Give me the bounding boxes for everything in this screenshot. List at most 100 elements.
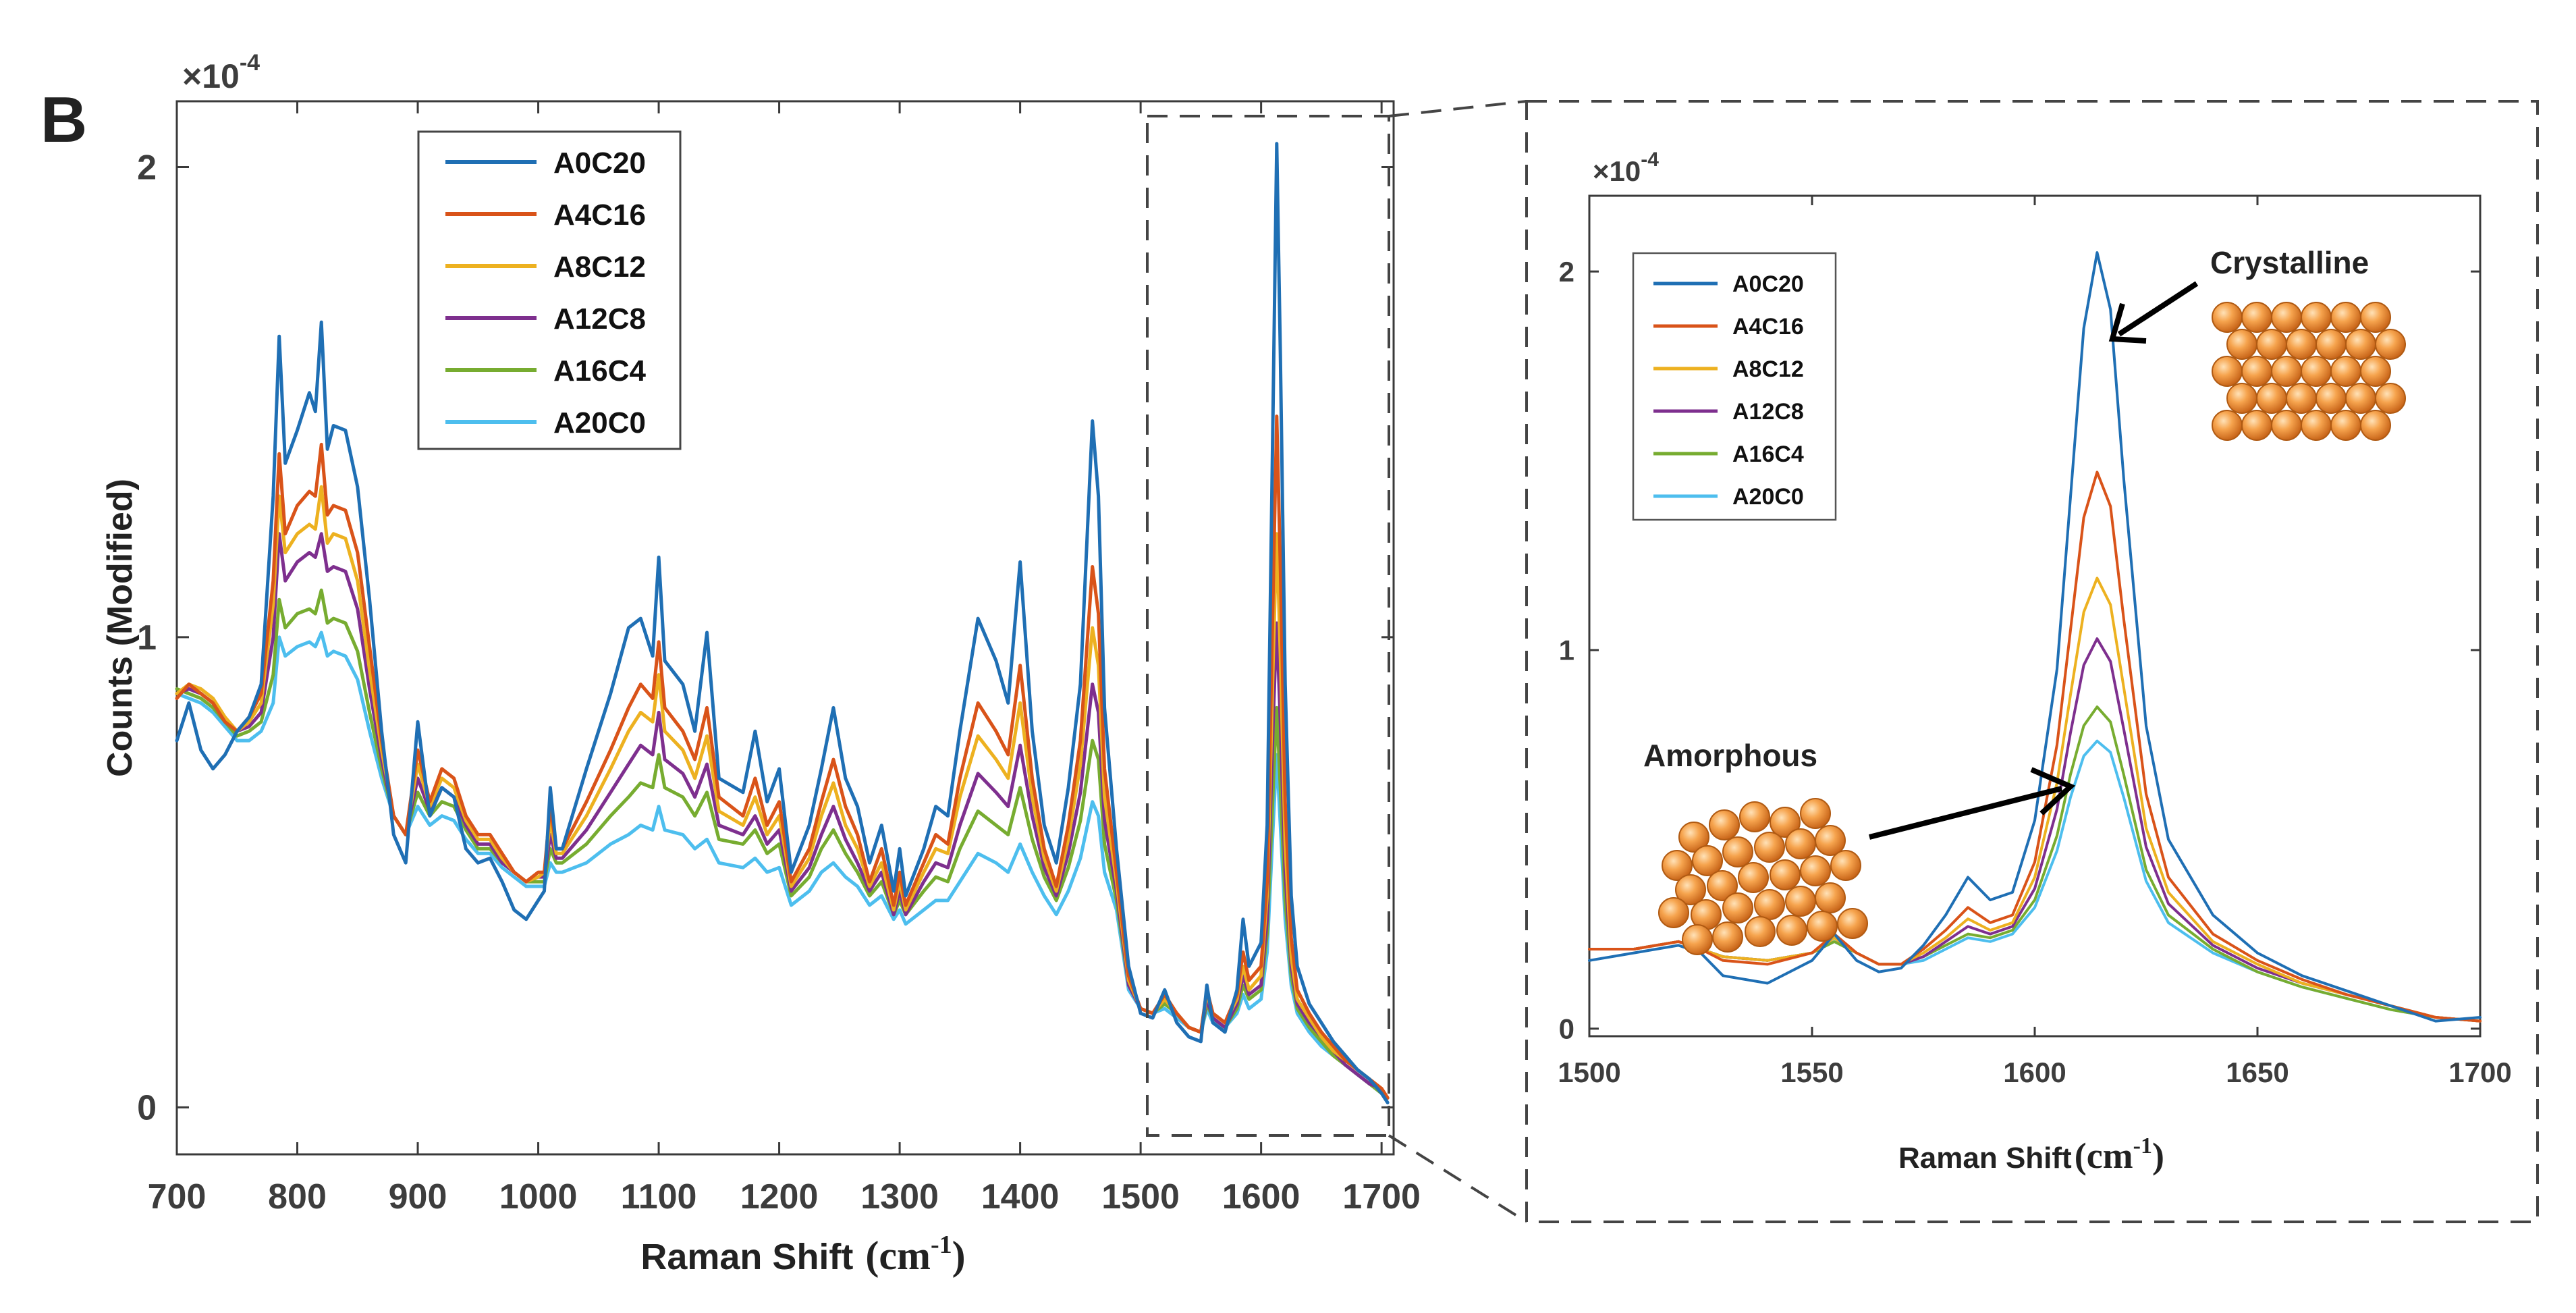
inset-chart: ×10-4 1500 1550 1600 1650 1700 0 1 2 Raman Shif…	[1525, 100, 2539, 1223]
amorphous-atom	[1662, 850, 1693, 881]
amorphous-atom	[1707, 870, 1738, 901]
amorphous-atom	[1800, 798, 1831, 829]
x-tick-label: 1400	[981, 1177, 1060, 1216]
x-tick-label: 800	[268, 1177, 327, 1216]
amorphous-atom	[1722, 892, 1753, 923]
inset-legend-box	[1632, 252, 1837, 521]
legend-label-a20c0: A20C0	[1732, 484, 1804, 510]
x-tick-label: 1000	[499, 1177, 578, 1216]
main-plot-area	[175, 100, 1395, 1156]
amorphous-atom	[1754, 832, 1785, 863]
amorphous-structure-illustration	[1658, 798, 1868, 955]
amorphous-atom	[1785, 828, 1816, 859]
x-tick-label: 1700	[2448, 1056, 2511, 1088]
legend-label-a4c16: A4C16	[553, 198, 646, 232]
amorphous-atom	[1830, 850, 1861, 881]
amorphous-atom	[1807, 911, 1838, 942]
legend-label-a8c12: A8C12	[1732, 356, 1804, 382]
crystal-atom	[2271, 302, 2302, 333]
legend-label-a8c12: A8C12	[553, 250, 646, 284]
amorphous-atom	[1815, 825, 1846, 856]
x-tick-label: 1650	[2226, 1056, 2289, 1088]
main-x-axis-label: Raman Shift (cm-1)	[640, 1231, 965, 1278]
inset-frame	[1525, 100, 2539, 1223]
x-tick-label: 900	[389, 1177, 447, 1216]
amorphous-atom	[1658, 897, 1689, 928]
crystal-atom	[2286, 383, 2317, 414]
crystalline-arrow	[2108, 281, 2199, 344]
zoom-connector-bottom	[1388, 1134, 1528, 1223]
main-y-multiplier: ×10-4	[182, 50, 260, 95]
y-tick-label: 1	[137, 618, 157, 658]
crystal-atom	[2330, 356, 2361, 387]
inset-legend: A0C20 A4C16 A8C12 A12C8 A16C4 A20C0	[1632, 252, 1837, 521]
crystal-atom	[2212, 302, 2243, 333]
crystalline-label: Crystalline	[2210, 245, 2369, 280]
legend-label-a0c20: A0C20	[1732, 271, 1804, 297]
amorphous-atom	[1709, 809, 1740, 840]
inset-tick-labels: 1500 1550 1600 1650 1700 0 1 2	[1558, 256, 2511, 1088]
crystal-atom	[2241, 356, 2272, 387]
legend-label-a20c0: A20C0	[553, 406, 646, 439]
crystal-atom	[2241, 410, 2272, 441]
inset-y-multiplier: ×10-4	[1593, 149, 1659, 187]
series-line-a0c20	[175, 142, 1390, 1104]
series-line-a20c0	[175, 631, 1390, 1100]
series-line-a12c8	[175, 532, 1390, 1100]
crystal-atom	[2286, 329, 2317, 360]
amorphous-atom	[1678, 822, 1709, 853]
amorphous-atom	[1722, 836, 1753, 867]
amorphous-atom	[1770, 859, 1801, 890]
inset-x-axis-label: Raman Shift(cm-1)	[1898, 1133, 2164, 1176]
main-legend: A0C20 A4C16 A8C12 A12C8 A16C4 A20C0	[417, 130, 682, 450]
x-tick-label: 1500	[1101, 1177, 1180, 1216]
crystal-atom	[2301, 356, 2332, 387]
amorphous-atom	[1712, 921, 1743, 953]
series-line-a16c4	[175, 588, 1390, 1100]
crystal-atom	[2375, 329, 2406, 360]
amorphous-atom	[1776, 915, 1807, 946]
y-tick-label: 1	[1559, 635, 1574, 666]
amorphous-atom	[1745, 916, 1776, 947]
amorphous-atom	[1692, 845, 1723, 876]
crystal-atom	[2330, 302, 2361, 333]
y-tick-label: 2	[1559, 256, 1574, 288]
amorphous-atom	[1837, 908, 1868, 939]
crystalline-lattice-illustration	[2212, 302, 2406, 441]
main-legend-box	[417, 130, 682, 450]
crystal-atom	[2315, 329, 2347, 360]
amorphous-atom	[1675, 874, 1706, 905]
crystal-atom	[2226, 329, 2257, 360]
crystal-atom	[2360, 356, 2391, 387]
x-tick-label: 700	[148, 1177, 207, 1216]
x-tick-label: 1700	[1342, 1177, 1421, 1216]
zoom-region-box	[1146, 115, 1390, 1137]
amorphous-atom	[1738, 862, 1769, 893]
legend-label-a4c16: A4C16	[1732, 314, 1804, 340]
main-tick-labels: 700 800 900 1000 1100 1200 1300 1400 1500 1600 170…	[137, 149, 1421, 1216]
x-tick-label: 1600	[1222, 1177, 1300, 1216]
y-tick-label: 0	[1559, 1013, 1574, 1044]
crystal-atom	[2360, 410, 2391, 441]
amorphous-atom	[1682, 924, 1713, 955]
legend-label-a16c4: A16C4	[553, 354, 646, 387]
crystal-atom	[2271, 410, 2302, 441]
x-tick-label: 1200	[740, 1177, 819, 1216]
legend-label-a12c8: A12C8	[1732, 399, 1804, 425]
amorphous-atom	[1770, 807, 1801, 838]
legend-label-a12c8: A12C8	[553, 302, 646, 336]
crystal-atom	[2226, 383, 2257, 414]
inset-series-group	[1588, 251, 2482, 1023]
crystal-atom	[2315, 383, 2347, 414]
crystal-atom	[2301, 410, 2332, 441]
amorphous-atom	[1739, 801, 1770, 832]
crystal-atom	[2345, 383, 2376, 414]
panel-label: B	[40, 84, 87, 156]
legend-label-a0c20: A0C20	[553, 146, 646, 180]
crystal-atom	[2256, 329, 2287, 360]
x-tick-label: 1300	[860, 1177, 939, 1216]
amorphous-atom	[1785, 886, 1816, 917]
crystal-atom	[2360, 302, 2391, 333]
main-series-group	[175, 142, 1390, 1104]
